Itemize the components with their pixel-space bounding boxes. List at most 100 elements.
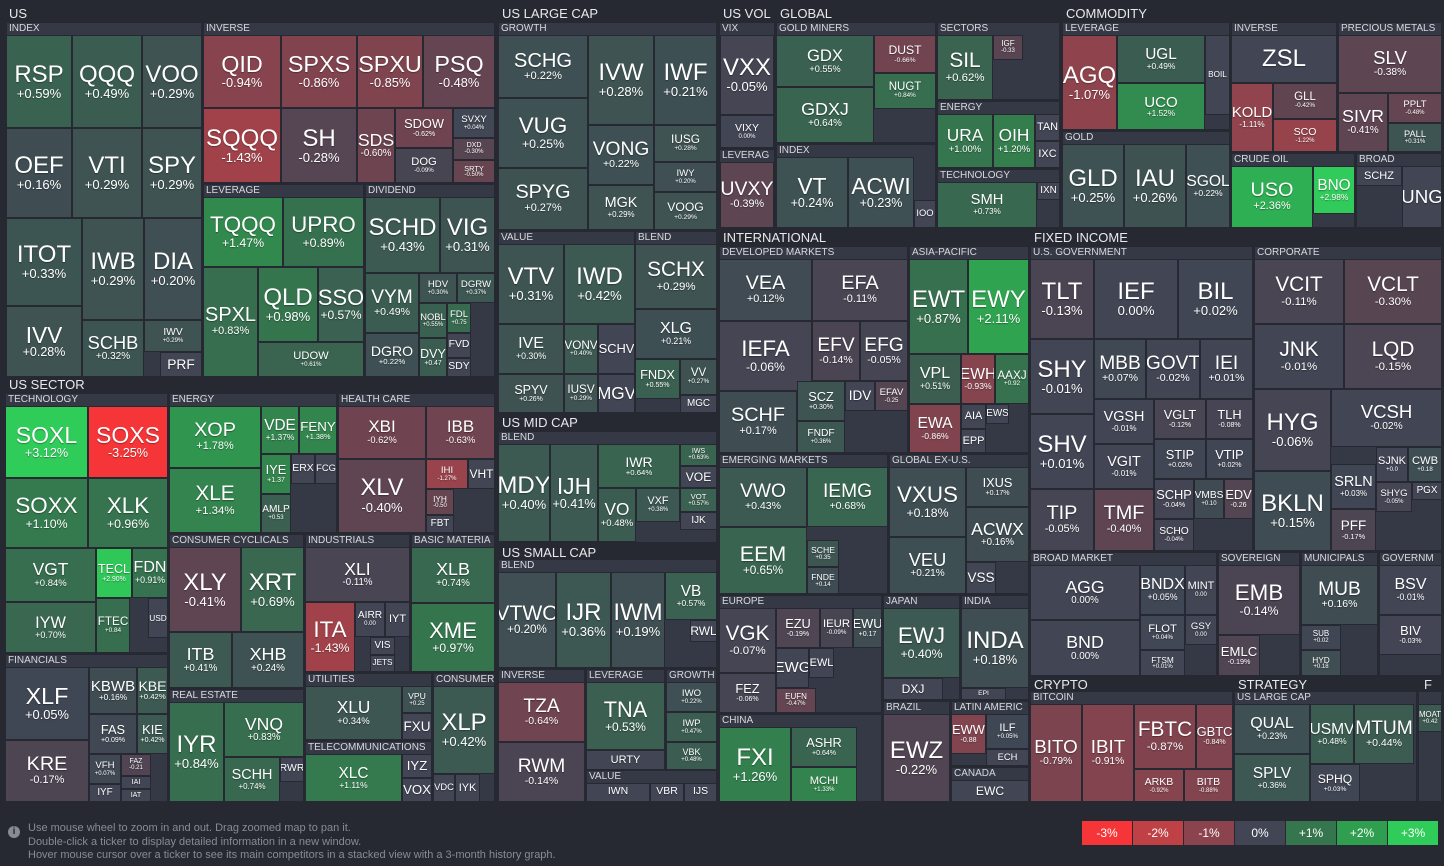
ticker-tile[interactable]: FLOT +0.04% xyxy=(1140,615,1185,650)
ticker-tile[interactable]: VIS xyxy=(370,637,395,655)
ticker-tile[interactable]: IHI -1.27% xyxy=(426,459,468,489)
ticker-tile[interactable]: VBR xyxy=(650,783,684,802)
ticker-tile[interactable]: SRLN +0.03% xyxy=(1331,464,1376,509)
ticker-tile[interactable]: VGSH -0.01% xyxy=(1094,399,1154,444)
ticker-tile[interactable]: PALL +0.31% xyxy=(1388,123,1442,152)
ticker-tile[interactable]: EWY +2.11% xyxy=(968,259,1029,354)
ticker-tile[interactable]: CWB +0.18 xyxy=(1408,447,1442,482)
ticker-tile[interactable]: SLV -0.38% xyxy=(1338,35,1442,93)
ticker-tile[interactable]: IWY +0.20% xyxy=(654,162,717,192)
ticker-tile[interactable]: XLU +0.34% xyxy=(305,686,402,740)
ticker-tile[interactable]: BITO -0.79% xyxy=(1030,704,1082,802)
ticker-tile[interactable]: XLE +1.34% xyxy=(169,468,261,533)
ticker-tile[interactable]: SHYG -0.05% xyxy=(1376,482,1412,512)
ticker-tile[interactable]: DUST -0.66% xyxy=(874,35,936,73)
ticker-tile[interactable]: HYD +0.18 xyxy=(1301,650,1341,676)
ticker-tile[interactable]: IAU +0.26% xyxy=(1124,144,1186,228)
ticker-tile[interactable]: SIL +0.62% xyxy=(937,35,993,100)
ticker-tile[interactable]: BIV -0.03% xyxy=(1379,615,1442,655)
ticker-tile[interactable]: GBTC -0.84% xyxy=(1196,704,1233,769)
ticker-tile[interactable]: PRF xyxy=(160,352,202,377)
ticker-tile[interactable]: VBK +0.48% xyxy=(666,742,717,770)
ticker-tile[interactable]: VGIT -0.01% xyxy=(1094,444,1154,489)
ticker-tile[interactable]: PPLT -0.48% xyxy=(1388,93,1442,123)
ticker-tile[interactable]: IYH -0.50 xyxy=(426,489,454,515)
ticker-tile[interactable]: SHY -0.01% xyxy=(1030,339,1094,414)
ticker-tile[interactable]: ZSL xyxy=(1231,35,1337,83)
ticker-tile[interactable]: IWB +0.29% xyxy=(82,218,144,320)
ticker-tile[interactable]: XLV -0.40% xyxy=(338,459,426,533)
ticker-tile[interactable]: VO +0.48% xyxy=(598,488,636,542)
ticker-tile[interactable]: MDY +0.40% xyxy=(498,444,550,542)
ticker-tile[interactable]: EWC xyxy=(951,780,1029,802)
ticker-tile[interactable]: ITA -1.43% xyxy=(305,602,355,672)
ticker-tile[interactable]: FAS +0.09% xyxy=(89,714,137,754)
ticker-tile[interactable]: MUB +0.16% xyxy=(1301,565,1378,625)
ticker-tile[interactable]: SHV +0.01% xyxy=(1030,414,1094,489)
ticker-tile[interactable]: IWM +0.19% xyxy=(611,572,665,668)
ticker-tile[interactable]: FBTC -0.87% xyxy=(1134,704,1196,769)
ticker-tile[interactable]: ACWI +0.23% xyxy=(848,157,914,228)
ticker-tile[interactable]: TNA +0.53% xyxy=(586,682,665,750)
ticker-tile[interactable]: FXI +1.26% xyxy=(719,727,791,802)
ticker-tile[interactable]: SPYV +0.26% xyxy=(498,374,564,413)
ticker-tile[interactable]: AGQ -1.07% xyxy=(1062,35,1117,130)
ticker-tile[interactable]: SCHE +0.35 xyxy=(807,540,839,567)
ticker-tile[interactable]: VXF +0.38% xyxy=(636,488,680,522)
ticker-tile[interactable]: IJR +0.36% xyxy=(556,572,611,668)
ticker-tile[interactable]: UCO +1.52% xyxy=(1117,83,1205,130)
ticker-tile[interactable]: VOOG +0.29% xyxy=(654,192,717,230)
ticker-tile[interactable]: IEFA -0.06% xyxy=(719,321,812,391)
ticker-tile[interactable]: EFA -0.11% xyxy=(812,259,908,321)
ticker-tile[interactable]: FENY +1.38% xyxy=(299,406,337,454)
ticker-tile[interactable]: VDE +1.37% xyxy=(261,406,299,454)
ticker-tile[interactable]: UNG xyxy=(1402,166,1442,228)
ticker-tile[interactable]: TMF -0.40% xyxy=(1094,489,1154,551)
ticker-tile[interactable]: IEMG +0.68% xyxy=(807,467,888,527)
ticker-tile[interactable]: BSV -0.01% xyxy=(1379,565,1442,615)
ticker-tile[interactable]: TECL +2.90% xyxy=(96,548,132,598)
ticker-tile[interactable]: VMBS +0.10 xyxy=(1194,479,1224,519)
ticker-tile[interactable]: TLH -0.08% xyxy=(1206,399,1253,439)
ticker-tile[interactable]: PFF -0.17% xyxy=(1331,509,1376,551)
ticker-tile[interactable]: VTIP +0.02% xyxy=(1206,439,1253,479)
ticker-tile[interactable]: IYR +0.84% xyxy=(169,702,224,802)
ticker-tile[interactable]: FBT xyxy=(426,515,454,533)
ticker-tile[interactable]: SOXS -3.25% xyxy=(88,406,168,478)
ticker-tile[interactable]: AMLP +0.53 xyxy=(261,494,291,533)
ticker-tile[interactable]: MINT 0.00 xyxy=(1185,565,1217,615)
ticker-tile[interactable]: EUFN -0.47% xyxy=(776,688,816,713)
ticker-tile[interactable]: IYK xyxy=(455,774,480,802)
ticker-tile[interactable]: IWN xyxy=(586,783,650,802)
ticker-tile[interactable]: EWW -0.88 xyxy=(951,714,986,754)
ticker-tile[interactable]: IVW +0.28% xyxy=(588,35,654,125)
ticker-tile[interactable]: MBB +0.07% xyxy=(1094,339,1146,399)
ticker-tile[interactable]: DXJ xyxy=(883,678,943,700)
ticker-tile[interactable]: DOG -0.09% xyxy=(395,148,453,183)
ticker-tile[interactable]: VCIT -0.11% xyxy=(1254,259,1344,324)
ticker-tile[interactable]: EWL xyxy=(809,648,834,678)
ticker-tile[interactable]: TZA -0.64% xyxy=(498,682,585,742)
ticker-tile[interactable]: RWL xyxy=(690,620,717,642)
ticker-tile[interactable]: IYW +0.70% xyxy=(5,602,96,653)
ticker-tile[interactable]: MGK +0.29% xyxy=(588,185,654,230)
ticker-tile[interactable]: IUSV +0.29% xyxy=(564,374,598,413)
ticker-tile[interactable]: VWO +0.43% xyxy=(719,467,807,527)
ticker-tile[interactable]: FVD xyxy=(447,333,471,358)
ticker-tile[interactable]: IYF xyxy=(89,784,121,802)
ticker-tile[interactable]: SVXY +0.04% xyxy=(453,108,495,138)
ticker-tile[interactable]: DIA +0.20% xyxy=(144,218,202,320)
ticker-tile[interactable]: SIVR -0.41% xyxy=(1338,93,1388,152)
ticker-tile[interactable]: KIE +0.42% xyxy=(137,714,168,754)
ticker-tile[interactable]: HYG -0.06% xyxy=(1254,389,1331,471)
ticker-tile[interactable]: IUSG +0.28% xyxy=(654,125,717,162)
ticker-tile[interactable]: XLB +0.74% xyxy=(411,547,495,603)
ticker-tile[interactable]: XBI -0.62% xyxy=(338,406,426,459)
ticker-tile[interactable]: IJH +0.41% xyxy=(550,444,598,542)
ticker-tile[interactable]: IDV xyxy=(845,381,875,411)
ticker-tile[interactable]: XLK +0.96% xyxy=(88,478,168,548)
ticker-tile[interactable]: SCHZ xyxy=(1356,166,1402,186)
ticker-tile[interactable]: ERX xyxy=(291,454,315,484)
ticker-tile[interactable]: VDC xyxy=(433,774,455,802)
ticker-tile[interactable]: QID -0.94% xyxy=(203,35,281,108)
